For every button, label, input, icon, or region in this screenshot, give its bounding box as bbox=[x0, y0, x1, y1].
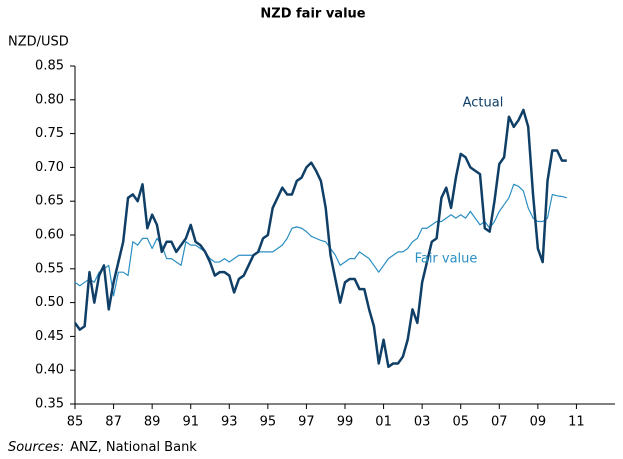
source: Sources: ANZ, National Bank bbox=[8, 440, 197, 455]
x-tick-label: 87 bbox=[105, 415, 122, 430]
y-tick-label: 0.60 bbox=[35, 228, 64, 243]
y-tick-label: 0.80 bbox=[35, 92, 64, 107]
series-line bbox=[74, 183, 567, 297]
y-tick-label: 0.35 bbox=[35, 397, 64, 412]
chart-title: NZD fair value bbox=[260, 7, 365, 22]
y-tick-label: 0.40 bbox=[35, 363, 64, 378]
y-tick-label: 0.85 bbox=[35, 59, 64, 74]
source-label: Sources: bbox=[8, 440, 64, 455]
x-tick-label: 85 bbox=[67, 415, 84, 430]
y-tick-label: 0.50 bbox=[35, 295, 64, 310]
x-tick-label: 07 bbox=[491, 415, 508, 430]
x-tick-label: 11 bbox=[568, 415, 585, 430]
x-tick-label: 93 bbox=[221, 415, 238, 430]
x-tick-label: 03 bbox=[414, 415, 431, 430]
y-tick-label: 0.45 bbox=[35, 329, 64, 344]
x-tick-label: 97 bbox=[298, 415, 315, 430]
x-tick-label: 09 bbox=[530, 415, 547, 430]
y-tick-label: 0.65 bbox=[35, 194, 64, 209]
x-tick-label: 91 bbox=[182, 415, 199, 430]
y-tick-label: 0.55 bbox=[35, 261, 64, 276]
series-label: Actual bbox=[463, 96, 504, 111]
y-axis-label: NZD/USD bbox=[8, 35, 69, 50]
series-line bbox=[73, 108, 567, 369]
x-tick-label: 89 bbox=[144, 415, 161, 430]
series-label: Fair value bbox=[415, 252, 478, 267]
y-tick-label: 0.70 bbox=[35, 160, 64, 175]
x-tick-label: 01 bbox=[375, 415, 392, 430]
x-tick-label: 99 bbox=[337, 415, 354, 430]
source-text: ANZ, National Bank bbox=[70, 440, 197, 455]
x-tick-label: 95 bbox=[260, 415, 277, 430]
y-tick-label: 0.75 bbox=[35, 126, 64, 141]
x-tick-label: 05 bbox=[452, 415, 469, 430]
